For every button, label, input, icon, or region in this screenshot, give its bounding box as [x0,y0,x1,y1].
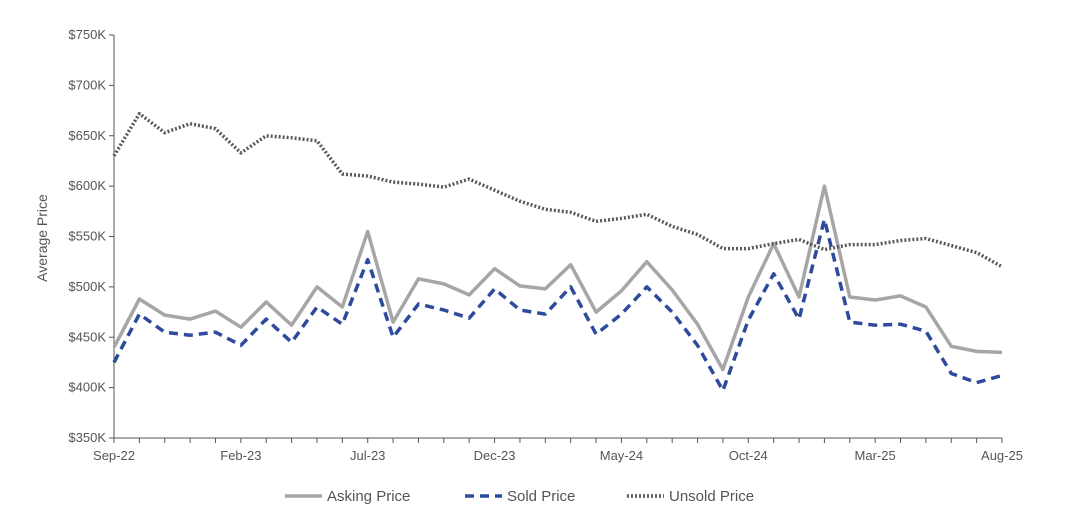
series-line-asking-price [112,184,1003,372]
y-tick-label: $450K [68,329,106,344]
series-line-unsold-price [112,111,1003,269]
y-tick-label: $500K [68,279,106,294]
y-tick-label: $550K [68,229,106,244]
x-tick-label: Mar-25 [855,448,896,463]
y-axis: $350K $400K $450K $500K $550K $600K $650K $700K… [68,27,115,445]
series-layer [112,111,1003,393]
legend-label: Asking Price [327,488,410,505]
x-tick-label: Oct-24 [729,448,768,463]
y-tick-label: $700K [68,77,106,92]
x-tick-label: Feb-23 [220,448,261,463]
y-tick-label: $350K [68,430,106,445]
y-tick-label: $400K [68,380,106,395]
legend-label: Sold Price [507,488,575,505]
legend-label: Unsold Price [669,488,754,505]
y-tick-label: $600K [68,178,106,193]
y-axis-title: Average Price [34,194,50,282]
x-tick-label: Aug-25 [981,448,1023,463]
x-axis: Sep-22 Feb-23 Jul-23 Dec-23 May-24 Oct-24 Mar-… [93,437,1023,463]
legend: Asking Price Sold Price Unsold Price [285,488,754,505]
y-tick-label: $750K [68,27,106,42]
x-tick-label: Sep-22 [93,448,135,463]
x-tick-label: Jul-23 [350,448,385,463]
x-tick-label: Dec-23 [474,448,516,463]
y-tick-label: $650K [68,128,106,143]
x-tick-label: May-24 [600,448,643,463]
series-line-sold-price [112,217,1003,393]
